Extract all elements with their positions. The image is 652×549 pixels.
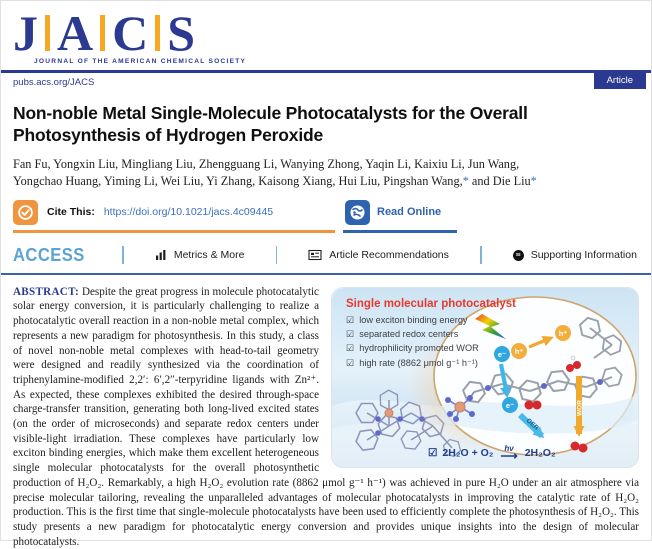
abstract-text: Despite the great progress in molecule p… (13, 285, 639, 548)
graphic-checklist-item: ☑ low exciton binding energy (346, 315, 516, 326)
read-online-button[interactable]: Read Online (343, 199, 458, 233)
hole-label: h⁺ (515, 347, 524, 356)
checkbox-icon: ☑ (346, 315, 355, 326)
graphic-checklist: Single molecular photocatalyst ☑ low exci… (346, 297, 516, 368)
graphic-checklist-item: ☑ separated redox centers (346, 329, 516, 340)
supporting-information-link[interactable]: SI Supporting Information (512, 249, 637, 262)
electron-label: e⁻ (498, 350, 506, 359)
metrics-and-more-link[interactable]: Metrics & More (155, 249, 245, 262)
si-circle-icon: SI (512, 249, 524, 261)
graphical-abstract: e⁻ h⁺ h⁺ e⁻ OER WOR Single molecular pho… (331, 286, 639, 468)
checklist-text: high rate (8862 μmol g⁻¹ h⁻¹) (359, 357, 478, 368)
graphic-title: Single molecular photocatalyst (346, 297, 516, 310)
article-list-icon (308, 250, 322, 261)
nav-separator (480, 246, 482, 265)
cite-this-label: Cite This: (47, 206, 95, 219)
article-recommendations-link[interactable]: Article Recommendations (308, 249, 449, 261)
logo-letter-a: A (57, 5, 94, 61)
reaction-equation: ☑ 2H₂O + O₂ hν ⟶ 2H₂O₂ (428, 443, 556, 463)
jacs-logo: J A C S (13, 5, 641, 61)
logo-letter-c: C (112, 5, 149, 61)
checkbox-icon: ☑ (346, 343, 355, 354)
graphical-abstract-art: e⁻ h⁺ h⁺ e⁻ OER WOR (332, 287, 638, 467)
journal-header: J A C S JOURNAL OF THE AMERICAN CHEMICAL… (1, 1, 651, 65)
read-online-label: Read Online (377, 206, 442, 219)
author-line-1: Fan Fu, Yongxin Liu, Mingliang Liu, Zhen… (13, 156, 520, 171)
header-rule (1, 70, 651, 73)
checklist-text: hydrophilicity promoted WOR (359, 343, 479, 354)
nav-separator (275, 246, 278, 265)
corresponding-author-star[interactable]: * (530, 173, 537, 188)
article-title: Non-noble Metal Single-Molecule Photocat… (13, 103, 528, 146)
logo-divider-bar (45, 15, 50, 51)
abstract-label: ABSTRACT: (13, 285, 79, 298)
checklist-text: separated redox centers (359, 329, 459, 340)
logo-letter-s: S (167, 5, 196, 61)
doi-link[interactable]: https://doi.org/10.1021/jacs.4c09445 (103, 206, 274, 219)
equation-reactants: 2H₂O + O₂ (442, 446, 494, 459)
access-link[interactable]: ACCESS (13, 244, 85, 265)
author-line-2: Yongchao Huang, Yiming Li, Wei Liu, Yi Z… (13, 173, 639, 190)
hv-label: hν (504, 443, 514, 453)
bar-chart-icon (155, 250, 166, 261)
logo-divider-bar (100, 15, 106, 51)
cite-this-section[interactable]: Cite This: https://doi.org/10.1021/jacs.… (13, 199, 335, 233)
journal-tagline: JOURNAL OF THE AMERICAN CHEMICAL SOCIETY (34, 58, 247, 65)
globe-icon (345, 199, 370, 225)
article-type-badge: Article (593, 73, 646, 89)
metrics-label: Metrics & More (173, 249, 245, 262)
hole-label: h⁺ (559, 329, 568, 338)
article-nav-bar: ACCESS Metrics & More Article Recommenda… (1, 245, 651, 275)
check-circle-icon (13, 199, 38, 225)
graphic-checklist-item: ☑ high rate (8862 μmol g⁻¹ h⁻¹) (346, 358, 516, 369)
logo-letter-j: J (13, 5, 38, 61)
abstract-section: e⁻ h⁺ h⁺ e⁻ OER WOR Single molecular pho… (13, 285, 639, 549)
checklist-text: low exciton binding energy (359, 315, 468, 326)
author-names: and Die Liu (468, 173, 531, 188)
electron-label: e⁻ (506, 401, 514, 410)
arrow-glyph: ⟶ (500, 448, 518, 463)
checkbox-icon: ☑ (346, 329, 355, 340)
checkbox-icon: ☑ (346, 357, 355, 368)
author-names: Yongchao Huang, Yiming Li, Wei Liu, Yi Z… (13, 173, 463, 188)
checkbox-icon: ☑ (428, 446, 438, 459)
author-list: Fan Fu, Yongxin Liu, Mingliang Liu, Zhen… (1, 156, 651, 190)
equation-product: 2H₂O₂ (524, 446, 556, 459)
graphic-checklist-item: ☑ hydrophilicity promoted WOR (346, 343, 516, 354)
reaction-arrow: hν ⟶ (500, 443, 518, 463)
recommendations-label: Article Recommendations (329, 249, 449, 262)
corresponding-author-star[interactable]: * (462, 173, 469, 188)
wor-label: WOR (577, 400, 584, 416)
supporting-label: Supporting Information (530, 249, 637, 262)
logo-divider-bar (155, 15, 161, 51)
journal-url-link[interactable]: pubs.acs.org/JACS (13, 77, 95, 88)
nav-separator (122, 246, 124, 265)
